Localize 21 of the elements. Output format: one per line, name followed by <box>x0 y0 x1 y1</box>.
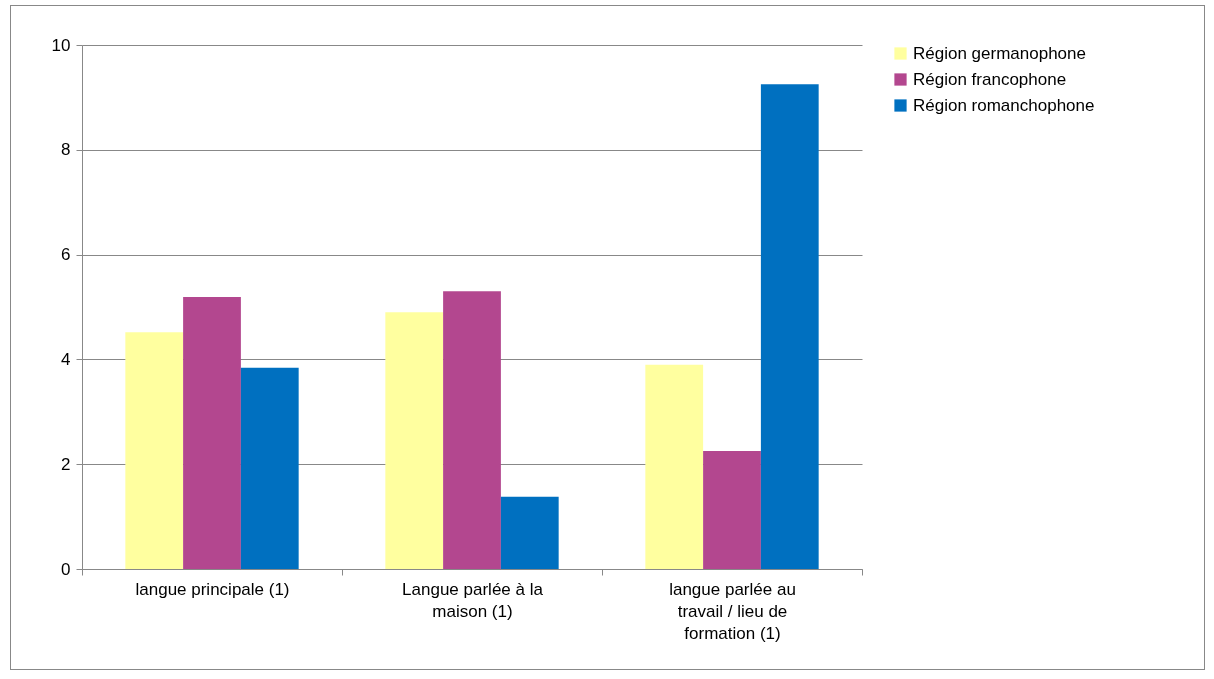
bar <box>760 84 819 569</box>
x-tick-label: Langue parlée à la maison (1) <box>402 579 544 621</box>
bar <box>183 297 241 569</box>
y-tick-label: 6 <box>61 245 71 265</box>
bar <box>703 451 761 569</box>
y-tick-label: 8 <box>61 140 71 160</box>
bar <box>443 291 501 569</box>
bar <box>645 364 704 569</box>
bar <box>125 332 184 569</box>
y-tick-label: 4 <box>61 349 71 369</box>
bar <box>500 496 559 569</box>
x-tick-label: langue parlée au travail / lieu de formation (1) <box>669 579 796 643</box>
y-tick-label: 2 <box>61 454 71 474</box>
y-tick-label: 0 <box>61 559 71 579</box>
y-tick-label: 10 <box>51 35 71 55</box>
bar <box>385 312 444 569</box>
legend-label: Région francophone <box>913 69 1067 89</box>
bar <box>240 367 299 569</box>
legend-label: Région romanchophone <box>913 95 1095 115</box>
legend-label: Région germanophone <box>913 43 1086 63</box>
x-tick-label: langue principale (1) <box>135 579 290 599</box>
